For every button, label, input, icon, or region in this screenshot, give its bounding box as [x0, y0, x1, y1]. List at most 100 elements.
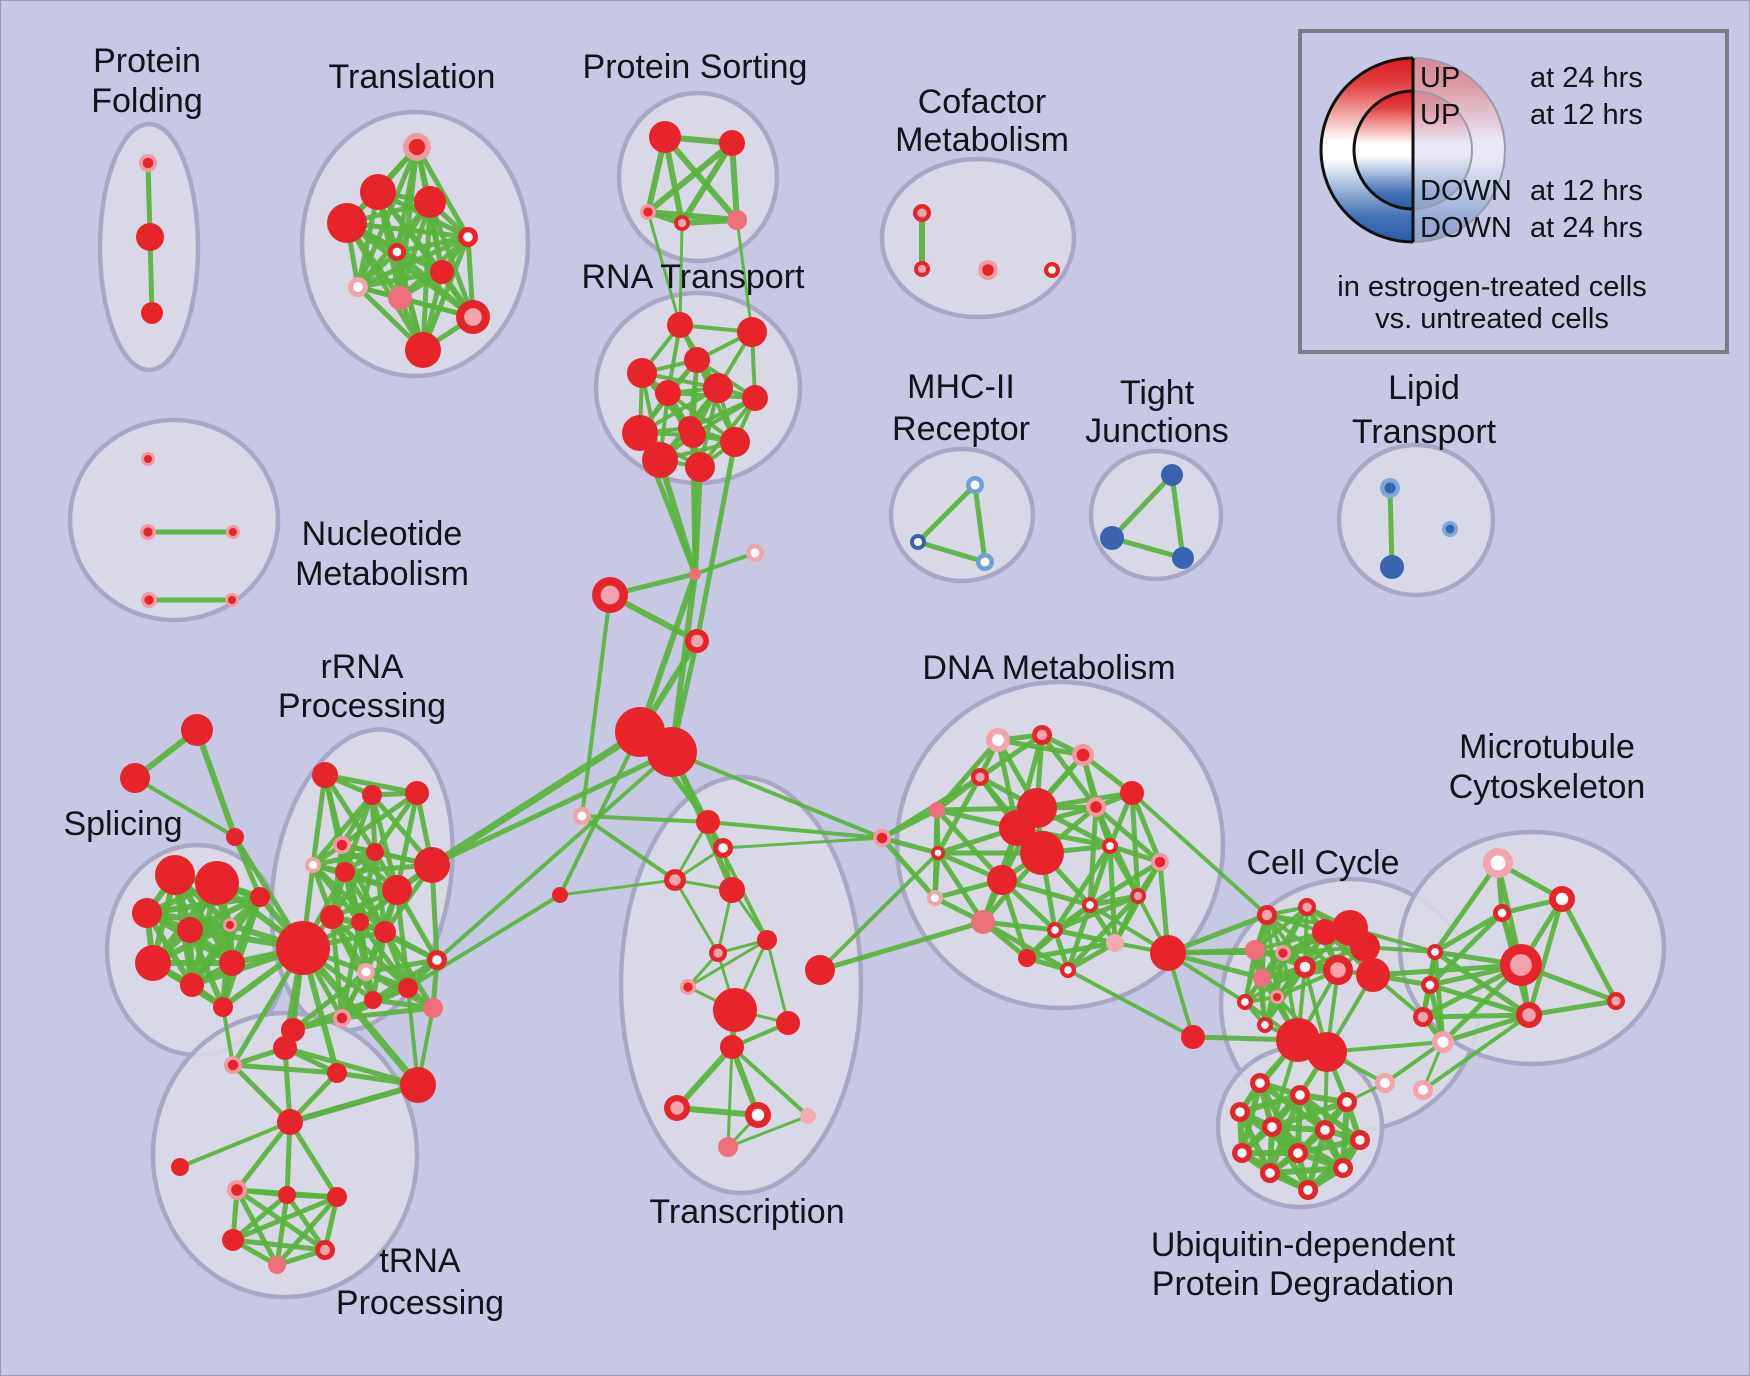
- cluster-tight-junctions-ellipse: [1088, 448, 1224, 582]
- node-rr14: [427, 950, 447, 970]
- node-ub10: [1333, 1158, 1353, 1178]
- node-tc9-dot: [805, 955, 835, 985]
- edge-dmL-tc3: [721, 836, 884, 850]
- node-rr17-dot: [423, 998, 443, 1018]
- edge-mt0b-mt5: [1427, 982, 1532, 1018]
- node-ub12: [1298, 1180, 1318, 1200]
- node-dmL: [873, 829, 891, 847]
- node-cc10: [1275, 945, 1291, 961]
- node-nm5-center: [227, 595, 237, 605]
- node-tn6: [171, 1158, 189, 1176]
- node-rr14-center: [432, 955, 442, 965]
- node-tl2-dot: [360, 174, 396, 210]
- node-tl7: [430, 260, 454, 284]
- node-nm1-center: [143, 454, 153, 464]
- edge-dm16-dm19: [980, 919, 1058, 933]
- edge-cc0b-dm22: [1066, 968, 1195, 1039]
- edge-tj2-tj3: [1109, 535, 1186, 561]
- node-tr1-dot: [181, 714, 213, 746]
- edge-cc2-cc9: [1253, 905, 1309, 952]
- node-tc5-dot: [719, 877, 745, 903]
- node-dm20: [1106, 934, 1124, 952]
- node-cf3-center: [982, 264, 994, 276]
- node-cc0-dot: [1150, 935, 1186, 971]
- node-cf4-center: [1048, 266, 1056, 274]
- node-rr10: [320, 905, 344, 929]
- node-ub7-center: [1355, 1135, 1365, 1145]
- node-ps5: [727, 210, 747, 230]
- node-dm17-center: [1086, 901, 1094, 909]
- node-tl10-center: [464, 308, 482, 326]
- node-dm12-center: [934, 849, 942, 857]
- node-tn10-dot: [222, 1229, 244, 1251]
- node-rt1-dot: [667, 312, 693, 338]
- node-rr12-dot: [374, 921, 396, 943]
- node-cc17-center: [1380, 1078, 1390, 1088]
- node-nm4-center: [144, 595, 154, 605]
- node-dm20-dot: [1106, 934, 1124, 952]
- node-rr5-center: [309, 861, 317, 869]
- edge-cc18-mt5: [1421, 1013, 1531, 1092]
- edge-dmL-dm12: [879, 835, 941, 856]
- node-dm4-center: [975, 772, 985, 782]
- edge-tn10-tn11: [230, 1237, 328, 1253]
- edge-hub1-tc6: [558, 730, 642, 897]
- node-rt5-dot: [655, 380, 681, 406]
- node-dm4: [971, 768, 989, 786]
- node-tc17: [718, 1137, 738, 1157]
- node-ub6: [1315, 1120, 1335, 1140]
- node-tc16: [800, 1108, 816, 1124]
- node-sp5-center: [225, 920, 235, 930]
- node-rrhub-dot: [276, 921, 330, 975]
- node-tc14: [664, 1095, 690, 1121]
- node-cc16-dot: [1307, 1032, 1347, 1072]
- node-tc13: [720, 1035, 744, 1059]
- node-rr11: [351, 913, 369, 931]
- node-sp5: [223, 918, 237, 932]
- node-dm12: [931, 846, 945, 860]
- node-cc3: [1312, 919, 1338, 945]
- node-cc18: [1413, 1080, 1433, 1100]
- node-mt0c-center: [1417, 1011, 1429, 1023]
- edge-hub2-rr14: [435, 750, 674, 962]
- node-dm3-center: [1076, 748, 1090, 762]
- edge-mt2-mt5: [1526, 896, 1565, 1018]
- edge-tc8-tc10: [686, 938, 769, 989]
- node-cc3-dot: [1312, 919, 1338, 945]
- node-sp2-dot: [195, 861, 239, 905]
- node-rr19: [281, 1018, 305, 1042]
- node-nm5: [225, 593, 239, 607]
- node-cc5-dot: [1350, 932, 1380, 962]
- edge-dm19-dm20: [1052, 927, 1118, 946]
- node-cc6-dot: [1356, 958, 1390, 992]
- node-rt6-dot: [703, 373, 733, 403]
- cluster-dna-metabolism-label-line1: DNA Metabolism: [922, 649, 1175, 687]
- node-rr6-dot: [335, 862, 355, 882]
- node-tc7: [709, 944, 727, 962]
- node-ub1-center: [1255, 1078, 1265, 1088]
- legend: UP at 24 hrs UP at 12 hrs DOWN at 12 hrs DOWN a…: [1298, 29, 1729, 354]
- node-hc2: [689, 568, 701, 580]
- node-tc6: [552, 887, 568, 903]
- node-tj3-dot: [1172, 547, 1194, 569]
- edge-tl7-tl8: [355, 269, 445, 290]
- node-tc4-center: [669, 874, 681, 886]
- edge-cc8-cc14: [1263, 965, 1307, 1027]
- node-tn3: [327, 1063, 347, 1083]
- node-tn8: [278, 1186, 296, 1204]
- legend-row-1-direction: UP: [1420, 62, 1460, 94]
- edge-ub10-ub11: [1267, 1165, 1346, 1176]
- node-rr7-dot: [366, 843, 384, 861]
- node-dmL-center: [876, 832, 888, 844]
- edge-tl4-tl11: [344, 220, 426, 353]
- node-li1-center: [1384, 482, 1396, 494]
- edge-hub2-rr9: [429, 749, 675, 868]
- edge-tn5-tn9: [287, 1119, 340, 1200]
- node-dm18: [1130, 888, 1146, 904]
- node-rt13-dot: [678, 416, 702, 440]
- node-tc11-dot: [713, 988, 757, 1032]
- cluster-transcription-ellipse: [618, 774, 864, 1196]
- node-tc2: [696, 810, 720, 834]
- node-cf3: [978, 260, 998, 280]
- node-rr11-dot: [351, 913, 369, 931]
